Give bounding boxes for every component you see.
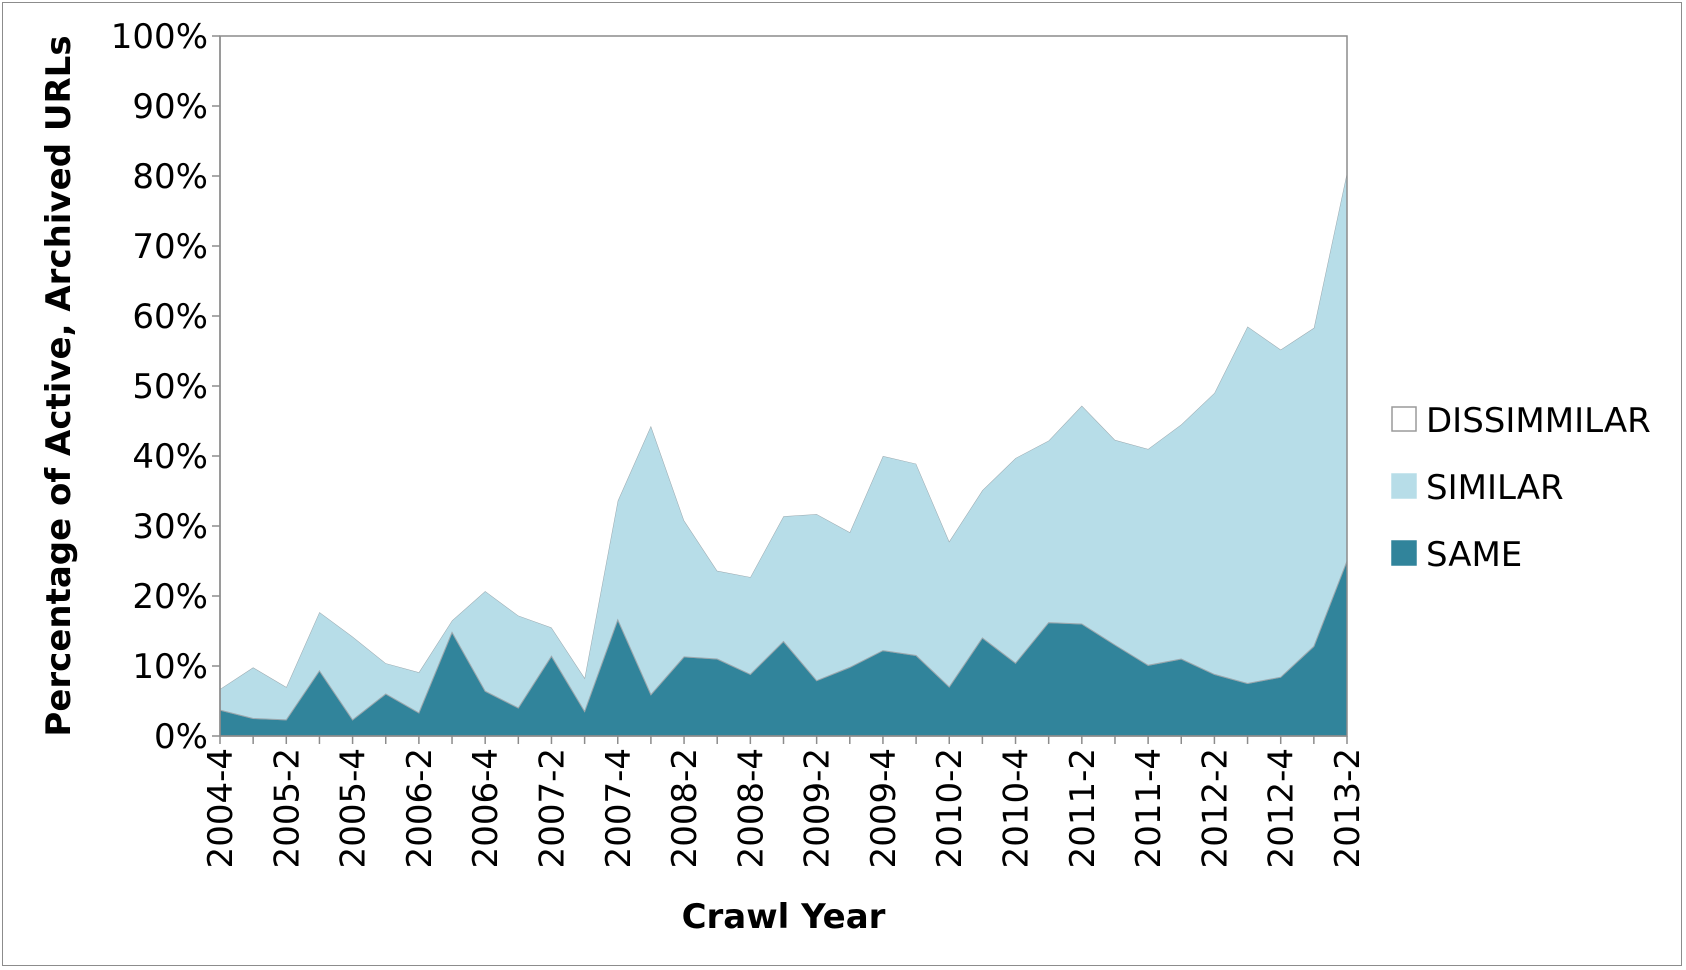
legend-label-same: SAME xyxy=(1426,535,1522,575)
y-tick-label: 50% xyxy=(132,367,208,407)
x-axis-title: Crawl Year xyxy=(682,897,886,937)
legend: DISSIMMILAR SIMILAR SAME xyxy=(1391,401,1651,575)
x-tick-label: 2006-4 xyxy=(466,748,506,868)
legend-swatch-dissimmilar xyxy=(1391,406,1417,432)
x-tick-label: 2011-2 xyxy=(1063,748,1103,868)
x-tick-label: 2012-4 xyxy=(1262,748,1302,868)
y-tick-label: 30% xyxy=(132,507,208,547)
y-tick-label: 70% xyxy=(132,227,208,267)
area-dissimmilar xyxy=(220,36,1347,690)
x-tick-label: 2009-4 xyxy=(864,748,904,868)
y-tick-label: 90% xyxy=(132,87,208,127)
x-tick-label: 2007-4 xyxy=(599,748,639,868)
y-tick-label: 40% xyxy=(132,437,208,477)
axes-group xyxy=(212,35,1348,744)
x-tick-label: 2006-2 xyxy=(400,748,440,868)
legend-swatch-same xyxy=(1391,540,1417,566)
x-tick-label: 2007-2 xyxy=(532,748,572,868)
legend-label-similar: SIMILAR xyxy=(1426,468,1564,508)
y-tick-label: 100% xyxy=(111,17,208,57)
x-tick-label: 2010-2 xyxy=(930,748,970,868)
y-tick-label: 10% xyxy=(132,647,208,687)
x-tick-label: 2011-4 xyxy=(1129,748,1169,868)
legend-label-dissimmilar: DISSIMMILAR xyxy=(1426,401,1651,441)
y-axis-title: Percentage of Active, Archived URLs xyxy=(39,35,79,736)
x-tick-label: 2005-2 xyxy=(267,748,307,868)
y-tick-label: 80% xyxy=(132,157,208,197)
x-tick-label: 2008-2 xyxy=(665,748,705,868)
legend-swatch-similar xyxy=(1391,473,1417,499)
x-tick-label: 2013-2 xyxy=(1328,748,1368,868)
x-tick-label: 2005-4 xyxy=(334,748,374,868)
area-series-group xyxy=(219,36,1348,737)
y-tick-label: 60% xyxy=(132,297,208,337)
tick-labels-group: 0% 10% 20% 30% 40% 50% 60% 70% 80% 90% 100% 2004-4 2… xyxy=(111,17,1368,868)
x-tick-label: 2008-4 xyxy=(731,748,771,868)
y-tick-label: 20% xyxy=(132,577,208,617)
y-tick-label: 0% xyxy=(154,717,208,757)
x-tick-label: 2010-4 xyxy=(997,748,1037,868)
x-tick-label: 2009-2 xyxy=(798,748,838,868)
x-tick-label: 2004-4 xyxy=(201,748,241,868)
x-tick-label: 2012-2 xyxy=(1195,748,1235,868)
